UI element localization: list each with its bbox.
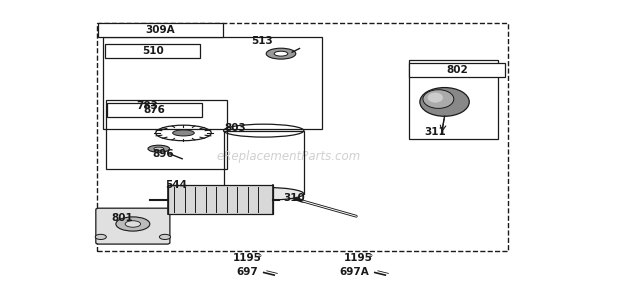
Ellipse shape <box>224 187 304 200</box>
Text: 697: 697 <box>236 267 258 277</box>
Ellipse shape <box>274 51 288 56</box>
Bar <box>409 60 498 139</box>
Text: 876: 876 <box>144 105 166 115</box>
FancyBboxPatch shape <box>96 208 170 244</box>
Bar <box>168 185 273 214</box>
Ellipse shape <box>116 217 150 231</box>
Text: 310: 310 <box>283 193 304 203</box>
Text: 544: 544 <box>165 180 187 190</box>
Ellipse shape <box>420 88 469 116</box>
Bar <box>97 23 508 251</box>
Ellipse shape <box>423 90 454 108</box>
Ellipse shape <box>428 93 443 103</box>
Text: 1195: 1195 <box>233 253 262 263</box>
Bar <box>106 100 227 169</box>
Bar <box>98 23 223 37</box>
Text: 697A: 697A <box>339 267 369 277</box>
Text: 896: 896 <box>153 149 174 160</box>
Text: 801: 801 <box>111 213 133 223</box>
Bar <box>107 103 202 117</box>
Ellipse shape <box>159 234 170 240</box>
Ellipse shape <box>125 221 141 227</box>
Text: 510: 510 <box>142 46 164 56</box>
Text: 309A: 309A <box>146 25 175 35</box>
Ellipse shape <box>95 234 106 240</box>
Bar <box>104 37 322 129</box>
Bar <box>224 130 304 194</box>
Text: 513: 513 <box>251 37 273 46</box>
Bar <box>409 63 505 77</box>
Text: °: ° <box>257 255 262 264</box>
Text: eReplacementParts.com: eReplacementParts.com <box>216 150 360 163</box>
Text: °: ° <box>369 255 373 264</box>
Text: 802: 802 <box>446 65 468 75</box>
Bar <box>105 44 200 58</box>
Text: 1195: 1195 <box>344 253 373 263</box>
Ellipse shape <box>172 130 194 136</box>
Ellipse shape <box>154 147 164 150</box>
Ellipse shape <box>148 145 170 152</box>
Text: 803: 803 <box>225 123 247 133</box>
Ellipse shape <box>266 48 296 59</box>
Text: 311: 311 <box>425 127 446 137</box>
Text: 783: 783 <box>136 101 158 111</box>
